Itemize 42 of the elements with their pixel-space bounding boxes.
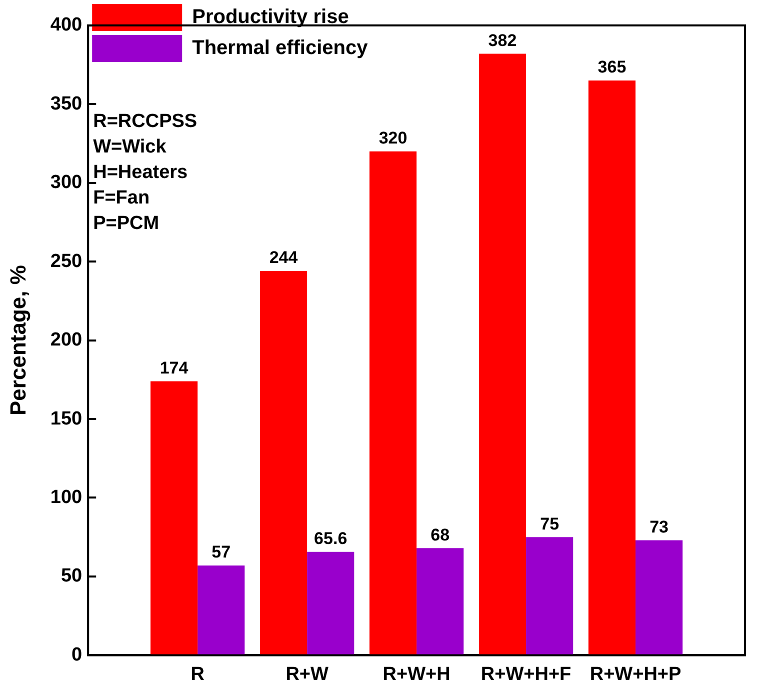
data-label: 57 [212,542,231,562]
bar [307,552,354,655]
bar [478,54,526,655]
legend-label: Thermal efficiency [192,37,369,60]
data-label: 244 [269,248,298,268]
data-label: 320 [378,128,408,148]
bar [369,151,417,655]
annotation: H=Heaters [93,162,188,184]
bar [198,565,245,655]
y-tick-label: 350 [50,93,82,114]
x-tick-label: R+W+H+F [480,664,572,685]
x-tick-label: R+W+H [382,664,450,685]
y-axis-title: Percentage, % [5,265,30,416]
annotation: R=RCCPSS [93,111,198,132]
y-tick-label: 250 [50,250,82,272]
x-tick-label: R+W+H+P [590,664,682,685]
data-label: 65.6 [314,529,348,548]
y-tick-label: 0 [72,644,82,666]
data-label: 75 [540,514,560,534]
legend-label: Productivity rise [192,6,349,28]
bar [636,540,683,655]
bar [416,548,464,655]
y-tick-label: 200 [50,330,82,351]
x-tick-label: R+W [286,664,329,685]
data-label: 174 [160,358,189,378]
data-label: 382 [488,30,517,50]
annotation: P=PCM [93,213,160,234]
annotation: F=Fan [93,188,150,209]
y-tick-label: 400 [50,14,82,36]
y-tick-label: 50 [60,566,82,587]
data-label: 73 [650,517,669,536]
bar [588,80,636,655]
data-label: 365 [598,58,626,77]
y-tick-label: 100 [50,486,82,508]
bar [260,271,308,655]
annotation: W=Wick [93,136,167,158]
y-tick-label: 300 [50,172,82,194]
x-tick-label: R [190,664,205,685]
bar [150,381,198,655]
bar [526,537,574,655]
y-tick-label: 150 [50,408,82,430]
data-label: 68 [430,525,450,544]
